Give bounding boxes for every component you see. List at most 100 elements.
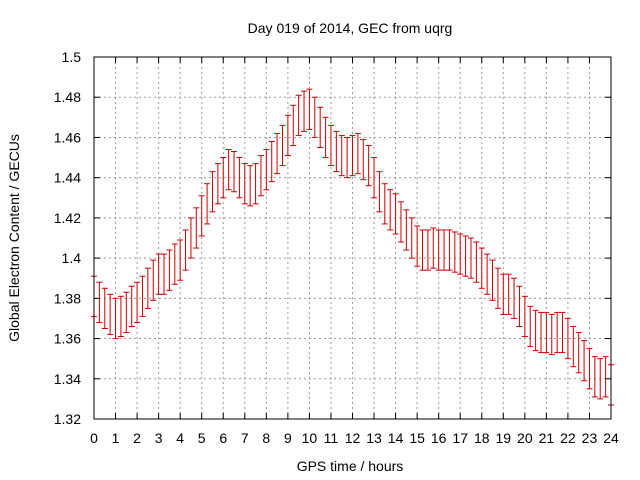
error-bar [354, 132, 361, 175]
error-bar [457, 233, 464, 275]
error-bar [306, 88, 313, 130]
axis-ticks [93, 56, 612, 420]
x-tick-label: 2 [133, 430, 141, 446]
error-bar [274, 132, 281, 175]
x-tick-label: 14 [388, 430, 404, 446]
error-bar [171, 243, 178, 285]
error-bar [371, 157, 378, 199]
error-bar [581, 340, 588, 382]
error-bar [516, 285, 523, 327]
error-bar [139, 275, 146, 317]
error-bar [602, 356, 609, 398]
error-bar [247, 165, 254, 207]
error-bar [117, 295, 124, 338]
error-bar [252, 163, 259, 205]
error-bar [500, 273, 507, 315]
error-bar [403, 209, 410, 251]
error-bar [505, 273, 512, 315]
x-tick-label: 16 [431, 430, 447, 446]
error-bar [511, 277, 518, 319]
error-bar [317, 106, 324, 148]
y-tick-label: 1.38 [54, 290, 81, 306]
error-bar [220, 157, 227, 199]
error-bar [311, 96, 318, 138]
error-bar [376, 171, 383, 213]
error-bar [344, 136, 351, 179]
error-bar [489, 259, 496, 301]
error-bar [144, 267, 151, 309]
error-bar [193, 207, 200, 249]
error-bar [257, 155, 264, 197]
error-bar [570, 325, 577, 368]
y-axis-title: Global Electron Content / GECUs [6, 134, 22, 342]
error-bar [279, 124, 286, 167]
error-bar [575, 332, 582, 374]
x-tick-label: 3 [155, 430, 163, 446]
y-tick-label: 1.4 [62, 250, 82, 266]
error-bar [430, 227, 437, 269]
error-bar [301, 90, 308, 132]
x-tick-label: 10 [302, 430, 318, 446]
error-bar [397, 201, 404, 243]
error-bar [586, 348, 593, 390]
error-bar [177, 239, 184, 281]
x-tick-labels: 0 1 2 3 4 5 6 7 8 9 10 11 12 13 14 15 16 17 18 19 20 21 22 23 24 [90, 430, 619, 446]
error-bar [198, 195, 205, 237]
error-bar [597, 358, 604, 400]
error-bar [473, 241, 480, 283]
error-bar [537, 311, 544, 354]
error-bar [263, 149, 270, 191]
x-tick-label: 8 [262, 430, 270, 446]
error-bar [381, 183, 388, 225]
error-bar [387, 189, 394, 231]
x-tick-label: 21 [539, 430, 555, 446]
data-error-bars [91, 88, 614, 406]
error-bar [494, 267, 501, 309]
error-bar [441, 229, 448, 271]
x-tick-label: 1 [112, 430, 120, 446]
error-bar [365, 144, 372, 187]
x-tick-label: 15 [409, 430, 425, 446]
error-bar [333, 130, 340, 173]
x-tick-label: 9 [284, 430, 292, 446]
x-tick-label: 13 [366, 430, 382, 446]
error-bar [128, 285, 135, 327]
error-bar [559, 311, 566, 354]
error-bar [236, 157, 243, 199]
error-bar [408, 217, 415, 259]
error-bar [543, 311, 550, 354]
x-tick-label: 6 [219, 430, 227, 446]
x-tick-label: 5 [198, 430, 206, 446]
x-tick-label: 19 [496, 430, 512, 446]
error-bar [419, 229, 426, 271]
x-tick-label: 20 [517, 430, 533, 446]
error-bar [327, 124, 334, 167]
error-bar [161, 253, 168, 295]
error-bar [521, 295, 528, 338]
error-bar [467, 237, 474, 279]
y-tick-label: 1.44 [54, 170, 81, 186]
error-bar [182, 229, 189, 271]
error-bar [204, 183, 211, 225]
error-bar [187, 217, 194, 259]
error-bar [268, 140, 275, 183]
error-bar [284, 114, 291, 157]
error-bar [414, 225, 421, 267]
x-tick-label: 12 [345, 430, 361, 446]
error-bar [532, 309, 539, 352]
error-bar [166, 249, 173, 291]
error-bar [338, 134, 345, 177]
error-bar [231, 151, 238, 193]
x-tick-label: 23 [582, 430, 598, 446]
chart-title: Day 019 of 2014, GEC from uqrg [248, 20, 453, 36]
error-bar [564, 317, 571, 360]
error-bar [484, 253, 491, 295]
x-tick-label: 18 [474, 430, 490, 446]
y-tick-label: 1.32 [54, 411, 81, 427]
error-bar [392, 193, 399, 235]
error-bar [322, 116, 329, 159]
error-bar [424, 229, 431, 271]
x-tick-label: 0 [90, 430, 98, 446]
x-tick-label: 7 [241, 430, 249, 446]
